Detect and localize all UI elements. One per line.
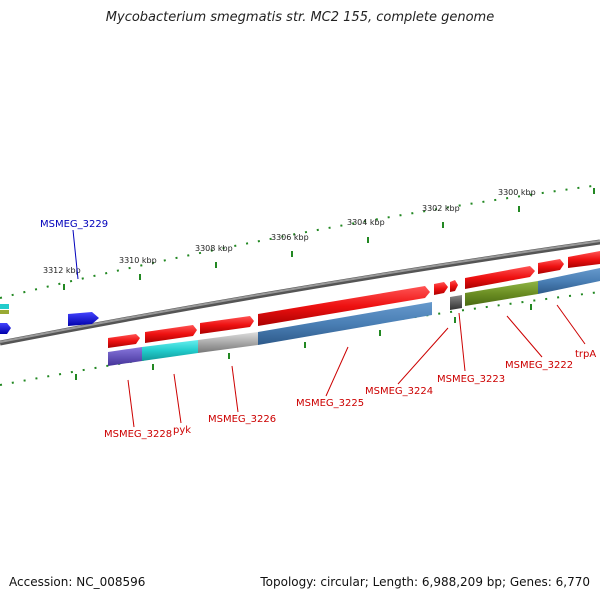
cds-gray[interactable] <box>198 332 258 353</box>
cds-cyan[interactable] <box>142 340 198 361</box>
cds-purple[interactable] <box>108 347 142 366</box>
cds-feature-bars <box>108 268 600 366</box>
cds-olive[interactable] <box>465 281 538 306</box>
inner-tick-ring <box>0 291 600 386</box>
map-title: Mycobacterium smegmatis str. MC2 155, co… <box>105 10 495 25</box>
label-leader-lines <box>72 229 586 428</box>
label-msmeg-3225: MSMEG_3225 <box>296 398 364 409</box>
forward-strand-genes <box>108 251 600 348</box>
gene-red-6[interactable] <box>450 280 458 292</box>
gene-red-8[interactable] <box>538 259 564 274</box>
gene-red-5[interactable] <box>434 282 448 295</box>
scale-label-3302: 3302 kbp <box>422 204 460 213</box>
scale-label-3312: 3312 kbp <box>43 266 81 275</box>
label-msmeg-3224: MSMEG_3224 <box>365 386 433 397</box>
scale-label-3304: 3304 kbp <box>347 218 385 227</box>
label-trpa: trpA <box>575 349 596 360</box>
label-msmeg-3226: MSMEG_3226 <box>208 414 276 425</box>
scale-labels: 3312 kbp 3310 kbp 3308 kbp 3306 kbp 3304… <box>43 188 536 275</box>
gene-red-9[interactable] <box>568 251 600 268</box>
gene-red-2[interactable] <box>145 325 197 343</box>
inner-major-ticks <box>75 304 532 380</box>
gene-red-4[interactable] <box>258 286 430 326</box>
left-edge-genes <box>0 304 11 334</box>
topology-text: Topology: circular; Length: 6,988,209 bp… <box>260 575 590 589</box>
scale-label-3308: 3308 kbp <box>195 244 233 253</box>
gene-red-1[interactable] <box>108 334 140 348</box>
accession-text: Accession: NC_008596 <box>9 575 146 589</box>
scale-label-3306: 3306 kbp <box>271 233 309 242</box>
outer-major-ticks <box>63 188 595 290</box>
gene-msmeg-3229[interactable] <box>68 312 99 326</box>
label-msmeg-3222: MSMEG_3222 <box>505 360 573 371</box>
gene-red-3[interactable] <box>200 316 254 334</box>
gene-red-7[interactable] <box>465 266 535 289</box>
scale-label-3300: 3300 kbp <box>498 188 536 197</box>
label-msmeg-3223: MSMEG_3223 <box>437 374 505 385</box>
scale-label-3310: 3310 kbp <box>119 256 157 265</box>
gene-labels: MSMEG_3229 MSMEG_3228 pyk MSMEG_3226 MSM… <box>40 219 596 440</box>
label-msmeg-3228: MSMEG_3228 <box>104 429 172 440</box>
label-msmeg-3229: MSMEG_3229 <box>40 219 108 230</box>
genome-backbone <box>0 239 600 346</box>
label-pyk: pyk <box>173 425 191 436</box>
cds-steelblue-2[interactable] <box>538 268 600 294</box>
cds-dark[interactable] <box>450 295 462 310</box>
cds-steelblue-1[interactable] <box>258 302 432 345</box>
